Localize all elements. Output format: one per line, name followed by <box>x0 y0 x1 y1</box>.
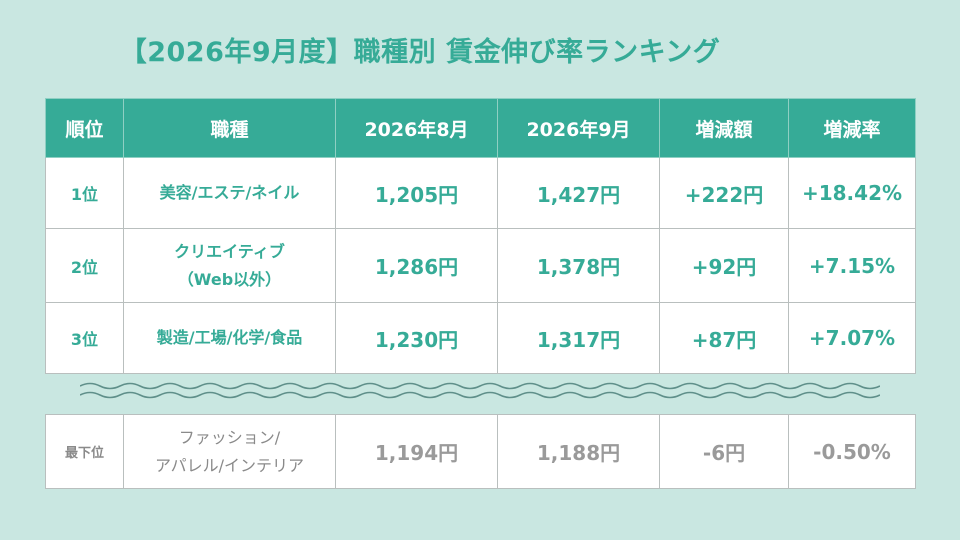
job-line1: ファッション/ <box>178 428 281 448</box>
header-aug: 2026年8月 <box>335 98 498 158</box>
table-row: 最下位 ファッション/アパレル/インテリア 1,194円 1,188円 -6円 … <box>45 414 916 489</box>
table-header-row: 順位 職種 2026年8月 2026年9月 増減額 増減率 <box>45 98 916 158</box>
sep-wage-cell: 1,378円 <box>497 228 660 303</box>
rate-cell: +7.15% <box>788 228 916 303</box>
aug-wage-cell: 1,230円 <box>335 302 498 374</box>
header-sep: 2026年9月 <box>497 98 660 158</box>
table-row: 2位 クリエイティブ （Web以外） 1,286円 1,378円 +92円 +7.… <box>45 228 916 303</box>
aug-wage-cell: 1,205円 <box>335 157 498 229</box>
rate-cell: +18.42% <box>788 157 916 229</box>
aug-wage-cell: 1,194円 <box>335 414 498 489</box>
job-line2: アパレル/インテリア <box>154 455 305 475</box>
job-line1: クリエイティブ <box>174 242 285 262</box>
page-title: 【2026年9月度】職種別 賃金伸び率ランキング <box>119 37 721 68</box>
header-diff: 増減額 <box>659 98 789 158</box>
header-rank: 順位 <box>45 98 124 158</box>
sep-wage-cell: 1,188円 <box>497 414 660 489</box>
rank-cell: 最下位 <box>45 414 124 489</box>
header-rate: 増減率 <box>788 98 916 158</box>
diff-cell: +92円 <box>659 228 789 303</box>
table-row: 1位 美容/エステ/ネイル 1,205円 1,427円 +222円 +18.42… <box>45 157 916 229</box>
rate-cell: -0.50% <box>788 414 916 489</box>
job-cell: クリエイティブ （Web以外） <box>123 228 336 303</box>
job-line2: （Web以外） <box>177 269 282 289</box>
last-place-table: 最下位 ファッション/アパレル/インテリア 1,194円 1,188円 -6円 … <box>45 414 916 489</box>
job-cell: ファッション/アパレル/インテリア <box>123 414 336 489</box>
job-cell: 製造/工場/化学/食品 <box>123 302 336 374</box>
rank-cell: 1位 <box>45 157 124 229</box>
wavy-divider <box>80 382 880 399</box>
job-line1: 製造/工場/化学/食品 <box>156 328 303 348</box>
aug-wage-cell: 1,286円 <box>335 228 498 303</box>
diff-cell: +87円 <box>659 302 789 374</box>
diff-cell: -6円 <box>659 414 789 489</box>
header-job: 職種 <box>123 98 336 158</box>
ranking-table: 順位 職種 2026年8月 2026年9月 増減額 増減率 1位 美容/エステ/… <box>45 98 916 374</box>
job-cell: 美容/エステ/ネイル <box>123 157 336 229</box>
rank-cell: 3位 <box>45 302 124 374</box>
job-line1: 美容/エステ/ネイル <box>159 183 300 203</box>
sep-wage-cell: 1,317円 <box>497 302 660 374</box>
sep-wage-cell: 1,427円 <box>497 157 660 229</box>
rank-cell: 2位 <box>45 228 124 303</box>
rate-cell: +7.07% <box>788 302 916 374</box>
table-row: 3位 製造/工場/化学/食品 1,230円 1,317円 +87円 +7.07% <box>45 302 916 374</box>
diff-cell: +222円 <box>659 157 789 229</box>
